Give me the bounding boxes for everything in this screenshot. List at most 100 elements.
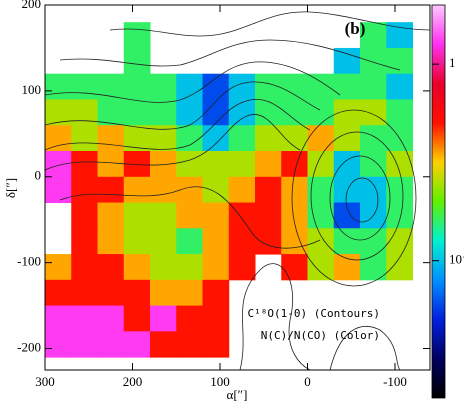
cell	[360, 22, 387, 49]
cell	[360, 151, 387, 178]
cell	[333, 176, 361, 204]
cell	[71, 228, 98, 255]
x-tick-label: -100	[383, 374, 407, 389]
cell	[71, 305, 98, 332]
cell	[71, 254, 98, 281]
cell	[255, 73, 282, 100]
x-tick-label: 100	[210, 374, 230, 389]
cell	[97, 176, 125, 204]
cell	[307, 73, 335, 100]
cell	[202, 331, 230, 358]
cell	[202, 125, 230, 152]
cell	[176, 125, 203, 152]
cell	[176, 228, 203, 255]
cell	[71, 151, 98, 178]
contour	[291, 109, 417, 287]
cell	[255, 202, 282, 229]
cell	[281, 73, 308, 100]
cell	[386, 151, 413, 178]
x-tick-label: 300	[35, 374, 55, 389]
cell	[150, 305, 177, 332]
x-axis-label: α[″]	[227, 387, 248, 402]
cell	[333, 254, 361, 281]
contour	[45, 61, 341, 103]
colorbar-tick-label: 1	[449, 55, 456, 70]
colorbar-tick-label: 10⁻¹	[449, 252, 464, 267]
cell	[97, 73, 125, 100]
plot-frame	[44, 4, 431, 371]
cell	[97, 99, 125, 126]
cell	[45, 305, 72, 332]
cell	[176, 254, 203, 281]
cell	[45, 125, 72, 152]
cell	[333, 73, 361, 100]
cell	[150, 73, 177, 100]
cell	[150, 228, 177, 255]
cell	[150, 176, 177, 204]
cell	[45, 73, 72, 100]
cell	[228, 176, 256, 204]
cell	[307, 254, 335, 281]
cell	[45, 254, 72, 281]
contour	[310, 131, 404, 261]
cell	[360, 99, 387, 126]
cell	[97, 151, 125, 178]
contour	[329, 155, 391, 241]
cell	[97, 254, 125, 281]
cell	[202, 279, 230, 307]
cell	[281, 254, 308, 281]
cell	[123, 305, 151, 332]
cell	[176, 202, 203, 229]
cell	[45, 151, 72, 178]
cell	[255, 228, 282, 255]
cell	[150, 99, 177, 126]
contour	[45, 98, 311, 151]
cell	[150, 331, 177, 358]
y-tick-label: -200	[17, 340, 41, 355]
cell	[386, 176, 413, 204]
legend-text: C¹⁸O(1-0) (Contours)	[248, 307, 380, 320]
cell	[360, 228, 387, 255]
cell	[386, 202, 413, 229]
cell	[386, 99, 413, 126]
cell	[176, 305, 203, 332]
cell	[333, 125, 361, 152]
cell	[360, 47, 387, 75]
cell	[255, 125, 282, 152]
cell	[386, 22, 413, 49]
cell	[150, 202, 177, 229]
cell	[150, 254, 177, 281]
cell	[123, 331, 151, 358]
contours	[45, 11, 430, 370]
cell	[228, 228, 256, 255]
cell	[123, 279, 151, 307]
panel-label: (b)	[345, 19, 366, 38]
heatmap-cells	[45, 22, 413, 358]
cell	[150, 279, 177, 307]
cell	[202, 228, 230, 255]
cell	[45, 279, 72, 307]
cell	[97, 305, 125, 332]
cell	[202, 305, 230, 332]
cell	[71, 73, 98, 100]
cell	[176, 331, 203, 358]
cell	[202, 254, 230, 281]
cell	[71, 125, 98, 152]
cell	[255, 99, 282, 126]
cell	[360, 176, 387, 204]
cell	[71, 331, 98, 358]
x-tick-label: 0	[304, 374, 311, 389]
cell	[176, 279, 203, 307]
cell	[360, 125, 387, 152]
cell	[123, 254, 151, 281]
cell	[150, 151, 177, 178]
cell	[176, 151, 203, 178]
cell	[97, 279, 125, 307]
cell	[281, 99, 308, 126]
y-tick-label: -100	[17, 254, 41, 269]
y-tick-label: 100	[22, 82, 42, 97]
cell	[45, 331, 72, 358]
cell	[123, 99, 151, 126]
cell	[360, 73, 387, 100]
